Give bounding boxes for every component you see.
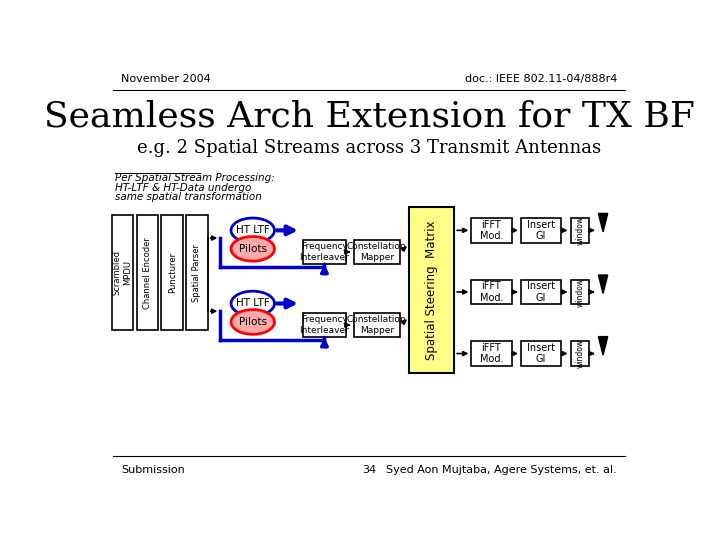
Text: window: window [575,278,585,307]
Polygon shape [231,237,274,261]
Bar [521,280,561,304]
Bar [472,341,512,366]
Text: Frequency
Interleaver: Frequency Interleaver [300,242,349,261]
Bar [472,218,512,242]
Text: iFFT
Mod.: iFFT Mod. [480,343,503,364]
Text: doc.: IEEE 802.11-04/888r4: doc.: IEEE 802.11-04/888r4 [464,74,617,84]
Bar [303,313,346,338]
Polygon shape [598,275,608,294]
Bar [186,215,208,330]
Bar [303,240,346,264]
Text: Constellation
Mapper: Constellation Mapper [347,315,407,335]
Bar [112,215,133,330]
Polygon shape [231,309,274,334]
Text: Constellation
Mapper: Constellation Mapper [347,242,407,261]
Text: Spatial Parser: Spatial Parser [192,244,202,302]
Text: Seamless Arch Extension for TX BF: Seamless Arch Extension for TX BF [44,99,694,133]
Bar [521,341,561,366]
Polygon shape [231,218,274,242]
Bar [570,341,589,366]
Polygon shape [598,213,608,232]
Text: Pilots: Pilots [239,317,266,327]
Bar [354,313,400,338]
Text: same spatial transformation: same spatial transformation [114,192,261,202]
Text: Submission: Submission [121,465,185,475]
Text: Insert
GI: Insert GI [527,343,555,364]
Bar [354,240,400,264]
Text: HT-LTF & HT-Data undergo: HT-LTF & HT-Data undergo [114,183,251,193]
Text: Insert
GI: Insert GI [527,220,555,241]
Polygon shape [231,291,274,316]
Text: Pilots: Pilots [239,244,266,254]
Text: HT LTF: HT LTF [236,225,269,235]
Bar [570,218,589,242]
Text: iFFT
Mod.: iFFT Mod. [480,281,503,303]
Bar [137,215,158,330]
Text: e.g. 2 Spatial Streams across 3 Transmit Antennas: e.g. 2 Spatial Streams across 3 Transmit… [137,139,601,157]
Bar [161,215,183,330]
Text: 34: 34 [362,465,376,475]
Text: Channel Encoder: Channel Encoder [143,237,152,309]
Text: Frequency
Interleaver: Frequency Interleaver [300,315,349,335]
Text: Syed Aon Mujtaba, Agere Systems, et. al.: Syed Aon Mujtaba, Agere Systems, et. al. [386,465,617,475]
Bar [472,280,512,304]
Bar [521,218,561,242]
Text: window: window [575,216,585,245]
Bar [570,280,589,304]
Polygon shape [598,336,608,355]
Text: November 2004: November 2004 [121,74,211,84]
Text: Puncturer: Puncturer [168,252,176,293]
Text: Insert
GI: Insert GI [527,281,555,303]
Text: Spatial Steering  Matrix: Spatial Steering Matrix [426,220,438,360]
Text: HT LTF: HT LTF [236,299,269,308]
Text: iFFT
Mod.: iFFT Mod. [480,220,503,241]
Text: Scrambled
MPDU: Scrambled MPDU [113,250,132,295]
Text: window: window [575,339,585,368]
Text: Per Spatial Stream Processing:: Per Spatial Stream Processing: [114,173,274,183]
Bar [409,207,454,373]
